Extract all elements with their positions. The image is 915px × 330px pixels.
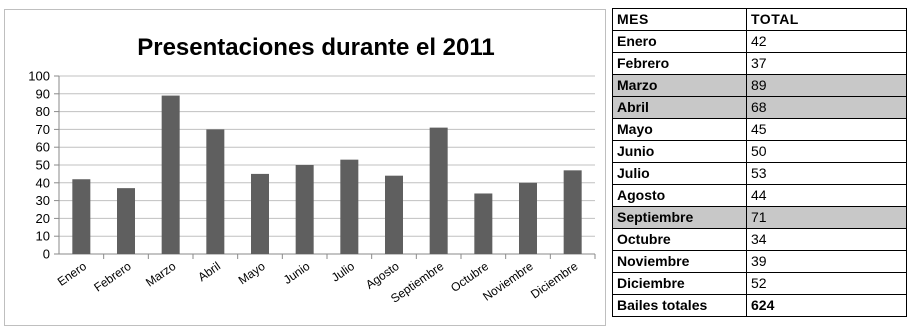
row-total: 50 [746, 140, 907, 163]
table-row: Mayo 45 [612, 118, 907, 141]
y-tick-label: 100 [28, 69, 50, 84]
bars [72, 95, 582, 254]
bar-marzo [161, 95, 180, 254]
row-mes: Agosto [612, 184, 747, 207]
bar-junio [295, 165, 314, 254]
table-row: Enero 42 [612, 30, 907, 53]
table-row: Octubre 34 [612, 228, 907, 251]
x-tick-label: Marzo [143, 259, 179, 290]
x-tick-label: Mayo [236, 259, 268, 287]
row-mes: Mayo [612, 118, 747, 141]
y-tick-label: 30 [36, 193, 50, 208]
row-total: 39 [746, 250, 907, 273]
x-axis-ticks: Enero Febrero Marzo Abril Mayo Junio Julio Agos… [55, 259, 581, 306]
table-row: Agosto 44 [612, 184, 907, 207]
bar-mayo [251, 173, 269, 254]
table-row: Abril 68 [612, 96, 907, 119]
y-tick-label: 0 [43, 247, 50, 262]
x-tick-label: Julio [329, 259, 358, 285]
table-total-row: Bailes totales 624 [612, 294, 907, 317]
row-total: 37 [746, 52, 907, 75]
total-label: Bailes totales [612, 294, 747, 317]
y-tick-label: 20 [36, 211, 50, 226]
table-row: Marzo 89 [612, 74, 907, 97]
table-row: Diciembre 52 [612, 272, 907, 295]
header-total: TOTAL [746, 8, 907, 31]
table-header-row: MES TOTAL [612, 8, 907, 31]
table-row: Junio 50 [612, 140, 907, 163]
y-tick-label: 60 [36, 140, 50, 155]
x-tick-label: Abril [195, 259, 223, 284]
row-mes: Enero [612, 30, 747, 53]
row-mes: Septiembre [612, 206, 747, 229]
bar-agosto [385, 175, 403, 254]
bar-enero [72, 179, 91, 254]
data-table: MES TOTAL Enero 42 Febrero 37 Marzo 89 Abril 68… [612, 8, 907, 317]
row-total: 44 [746, 184, 907, 207]
row-total: 42 [746, 30, 907, 53]
y-tick-label: 10 [36, 229, 50, 244]
x-tick-label: Enero [55, 259, 90, 289]
bar-octubre [474, 193, 493, 254]
table-row: Julio 53 [612, 162, 907, 185]
bar-noviembre [519, 182, 537, 254]
x-tick-label: Febrero [91, 259, 134, 295]
chart-area: Presentaciones durante el 2011 0 10 20 30 40… [4, 9, 606, 326]
x-tick-label: Diciembre [528, 259, 581, 302]
chart-title: Presentaciones durante el 2011 [137, 34, 495, 61]
row-mes: Junio [612, 140, 747, 163]
row-total: 53 [746, 162, 907, 185]
y-tick-label: 50 [36, 158, 50, 173]
row-mes: Marzo [612, 74, 747, 97]
row-total: 89 [746, 74, 907, 97]
bar-abril [206, 129, 225, 254]
row-total: 34 [746, 228, 907, 251]
bar-julio [340, 159, 359, 254]
x-tick-label: Agosto [363, 259, 402, 292]
x-tick-label: Noviembre [480, 259, 536, 304]
table-row: Noviembre 39 [612, 250, 907, 273]
row-mes: Abril [612, 96, 747, 119]
row-mes: Febrero [612, 52, 747, 75]
row-mes: Julio [612, 162, 747, 185]
y-tick-label: 80 [36, 104, 50, 119]
row-total: 45 [746, 118, 907, 141]
row-mes: Diciembre [612, 272, 747, 295]
row-mes: Noviembre [612, 250, 747, 273]
y-tick-label: 70 [36, 122, 50, 137]
bar-chart: Presentaciones durante el 2011 0 10 20 30 40… [28, 34, 596, 306]
header-mes: MES [612, 8, 747, 31]
y-tick-label: 40 [36, 175, 50, 190]
row-total: 68 [746, 96, 907, 119]
x-tick-label: Junio [281, 259, 313, 287]
bar-diciembre [563, 170, 582, 254]
total-value: 624 [746, 294, 907, 317]
y-tick-label: 90 [36, 86, 50, 101]
table-row: Septiembre 71 [612, 206, 907, 229]
bar-febrero [117, 188, 135, 254]
table-row: Febrero 37 [612, 52, 907, 75]
row-total: 52 [746, 272, 907, 295]
row-total: 71 [746, 206, 907, 229]
bar-septiembre [429, 127, 448, 254]
row-mes: Octubre [612, 228, 747, 251]
gridlines [54, 75, 596, 259]
y-axis-ticks: 0 10 20 30 40 50 60 70 80 90 100 [28, 69, 50, 262]
